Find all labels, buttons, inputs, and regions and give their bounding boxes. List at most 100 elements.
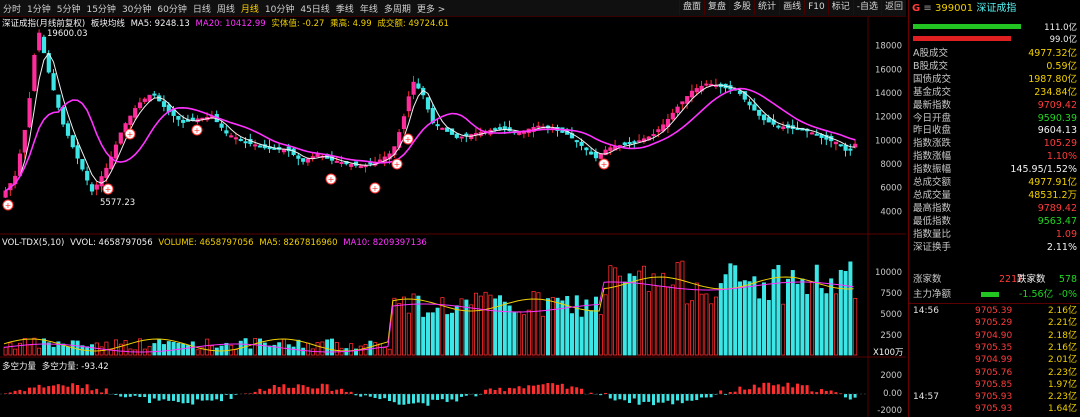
force-bar [728, 391, 732, 394]
tick-price: 9705.85 [975, 379, 1013, 390]
tool-button-2[interactable]: 多股 [729, 0, 754, 15]
signal-marker-plus: + [405, 135, 412, 144]
tool-button-6[interactable]: 标记 [827, 0, 853, 15]
force-bar [796, 383, 799, 394]
signal-marker [369, 182, 381, 194]
up-count-label: 涨家数 [913, 274, 942, 285]
signal-marker-plus: + [372, 184, 379, 193]
candle-body [761, 114, 767, 121]
candle-body [161, 101, 167, 107]
quote-row-label: 总成交额 [913, 177, 952, 188]
quote-row: 国债成交 1987.80亿 [913, 74, 1077, 86]
tool-button-3[interactable]: 统计 [754, 0, 779, 15]
force-bar [704, 394, 708, 398]
stock-code: 399001 [934, 3, 974, 14]
volume-bar [843, 270, 848, 356]
tab-1[interactable]: 1分钟 [27, 5, 51, 15]
volume-bar [718, 283, 723, 356]
quote-row-value: 0.59亿 [1046, 60, 1077, 72]
force-bar [95, 388, 99, 394]
force-bar [277, 387, 281, 394]
quote-row: 总成交量 48531.2万 [913, 190, 1077, 202]
tab-6[interactable]: 日线 [192, 5, 211, 15]
candle-body [89, 184, 95, 192]
tool-button-0[interactable]: 盘面 [679, 0, 704, 15]
menu-icon[interactable]: ≡ [923, 3, 932, 14]
tool-button-7[interactable]: -自选 [852, 0, 881, 15]
tab-2[interactable]: 5分钟 [56, 5, 81, 15]
force-bar [61, 385, 65, 394]
tab-4[interactable]: 30分钟 [121, 5, 152, 15]
candle-body [598, 153, 603, 159]
force-bar [781, 386, 785, 394]
g-icon[interactable]: G [912, 3, 921, 14]
volume-bar [656, 285, 661, 356]
volume-bar [646, 291, 651, 356]
volume-bar [834, 293, 839, 356]
tab-14[interactable]: 更多 > [416, 5, 446, 15]
candle-body [848, 148, 853, 151]
tab-3[interactable]: 15分钟 [86, 5, 116, 15]
tab-11[interactable]: 季线 [335, 5, 354, 15]
volume-bar [781, 303, 786, 356]
tool-button-8[interactable]: 返回 [880, 0, 906, 15]
tool-button-4[interactable]: 画线 [779, 0, 804, 15]
candle-body [94, 184, 99, 190]
kline-chart[interactable]: + + + + + + + + + 18000 16000 14000 12000 10000 8000 6… [0, 0, 906, 417]
force-bar [560, 383, 564, 394]
force-bar [498, 387, 502, 394]
force-bar [42, 387, 46, 394]
candle-body [661, 124, 666, 132]
force-bar [661, 394, 665, 403]
volume-bar [157, 338, 162, 356]
vol-title: VOL-TDX(5,10) [2, 238, 65, 248]
candle-body [41, 36, 47, 54]
tab-13[interactable]: 多周期 [383, 5, 411, 15]
tool-button-5[interactable]: F10 [804, 0, 828, 15]
vol-ma10-value: MA10: 8209397136 [343, 238, 427, 248]
low-annotation: 5577.23 [100, 198, 136, 208]
candle-body [65, 123, 71, 136]
force-bar [743, 389, 747, 394]
quote-row: 最新指数 9709.42 [913, 100, 1077, 112]
candle-body [253, 144, 258, 147]
volume-bar [104, 341, 109, 356]
ma5-value: MA5: 9248.13 [130, 19, 190, 29]
tab-8[interactable]: 月线 [240, 5, 259, 15]
stock-name: 深证成指 [976, 3, 1017, 14]
tab-10[interactable]: 45日线 [300, 5, 330, 15]
volume-bar [541, 315, 546, 356]
force-bar [85, 384, 89, 394]
volume-bar [13, 348, 18, 356]
volume-bar [776, 264, 781, 356]
tool-button-1[interactable]: 复盘 [704, 0, 729, 15]
volume-bar [90, 344, 95, 356]
force-bar [532, 385, 535, 394]
force-bar [709, 394, 713, 398]
volume-axis-label: 2500 [880, 331, 902, 341]
candle-body [411, 81, 416, 95]
quote-row: 今日开盘 9590.39 [913, 113, 1077, 125]
tick-volume: 1.97亿 [1047, 379, 1077, 390]
tab-9[interactable]: 10分钟 [264, 5, 295, 15]
candle-body [75, 145, 80, 159]
candle-body [440, 127, 445, 130]
candle-body [766, 117, 771, 123]
quote-row-value: 1.09 [1055, 228, 1077, 240]
candle-body [574, 140, 579, 143]
force-bar [652, 394, 655, 406]
price-axis-label: 4000 [880, 207, 902, 217]
volume-bar [632, 275, 637, 356]
netflow-bar [981, 292, 999, 297]
volume-axis-label: 7500 [880, 289, 902, 299]
tab-7[interactable]: 周线 [216, 5, 235, 15]
tab-5[interactable]: 60分钟 [157, 5, 187, 15]
tab-0[interactable]: 分时 [3, 5, 22, 15]
volume-bar [459, 298, 464, 356]
force-bar [608, 394, 612, 399]
tab-12[interactable]: 年线 [359, 5, 378, 15]
tick-time: 14:57 [913, 392, 939, 403]
volume-bar [27, 344, 32, 356]
force-bar [623, 394, 627, 401]
